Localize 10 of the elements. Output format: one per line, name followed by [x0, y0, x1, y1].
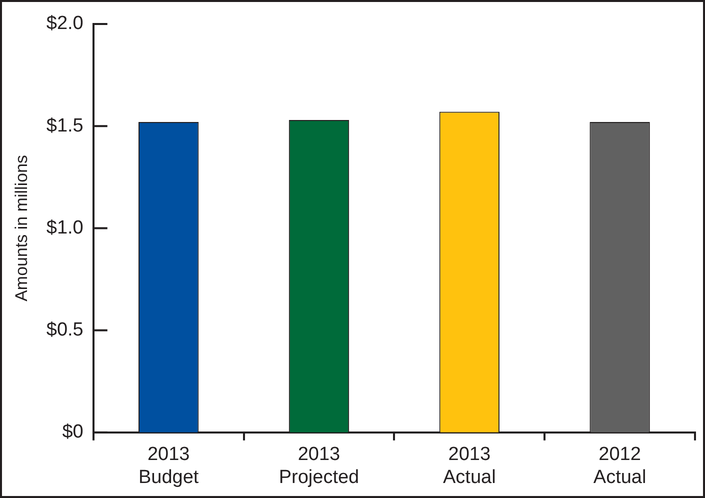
x-tick-label: 2013 Budget — [138, 444, 200, 488]
y-tick-label: $0.5 — [46, 320, 84, 341]
y-tick-label: $1.0 — [46, 217, 84, 238]
x-tick-label: 2012 Actual — [593, 444, 646, 488]
x-tick-label: 2013 Actual — [442, 444, 496, 488]
y-tick-label: $0 — [62, 422, 84, 443]
x-tick-label: 2013 Projected — [278, 444, 360, 488]
y-axis-title: Amounts in millions — [12, 154, 31, 302]
y-tick-label: $1.5 — [46, 115, 84, 136]
y-tick-label: $2.0 — [46, 13, 84, 34]
